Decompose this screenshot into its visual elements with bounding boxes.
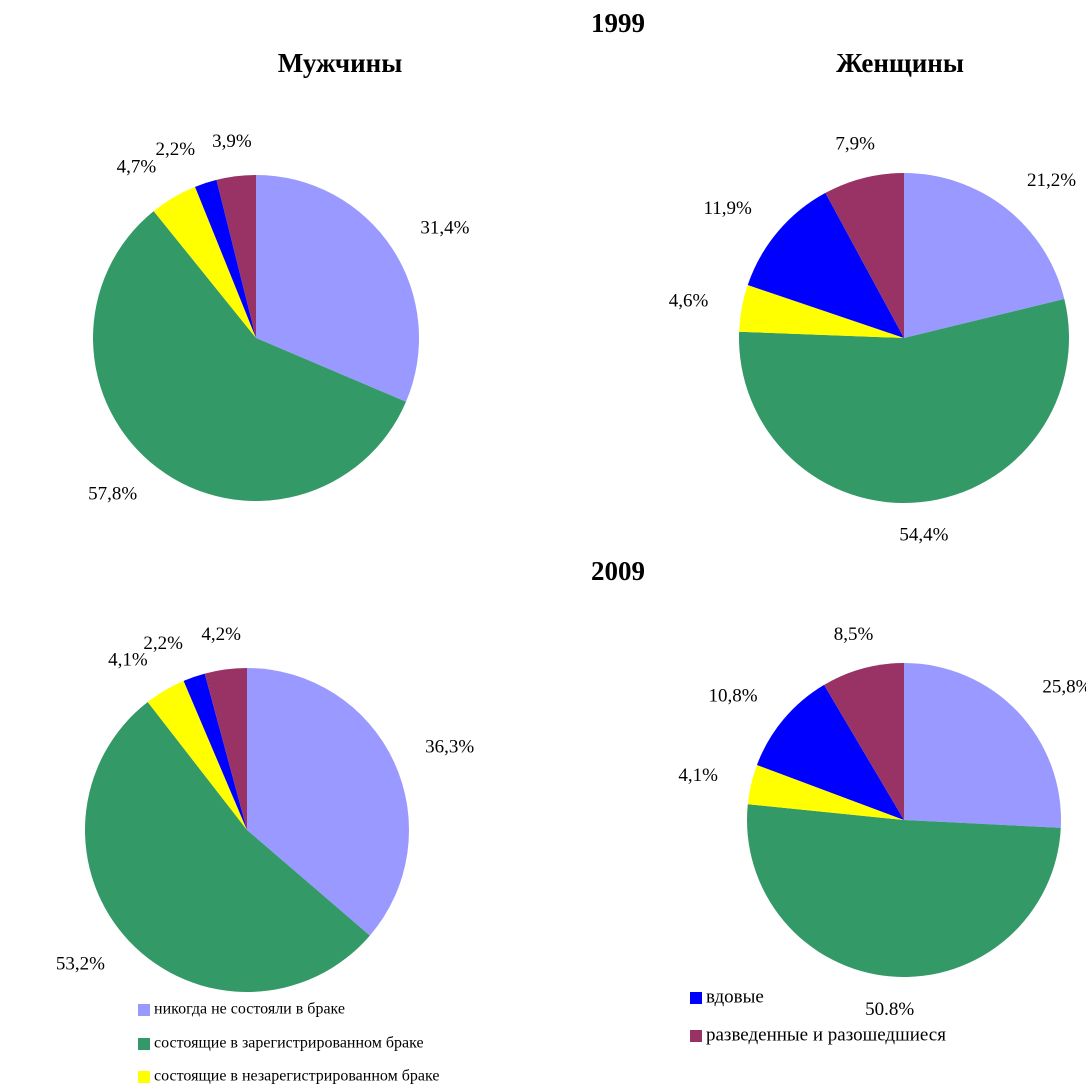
data-label: 25,8% (1042, 677, 1086, 698)
data-label: 53,2% (56, 953, 105, 974)
legend-label: состоящие в незарегистрированном браке (154, 1068, 439, 1084)
data-label: 36,3% (425, 737, 474, 758)
column-heading: Мужчины (278, 48, 403, 78)
pie-slice (904, 663, 1062, 828)
pie-slice (747, 804, 1061, 977)
legend-swatch (690, 1030, 702, 1042)
data-label: 4,1% (108, 649, 148, 670)
data-label: 3,9% (212, 131, 252, 152)
pie-slice (756, 684, 904, 820)
data-label: 11,9% (703, 198, 752, 219)
data-label: 31,4% (420, 218, 469, 239)
pie-slice (824, 663, 904, 820)
legend-swatch (690, 992, 702, 1004)
pie-slice (183, 673, 247, 830)
legend-swatch (138, 1004, 150, 1016)
pie-slice (216, 174, 256, 338)
legend-swatch (138, 1071, 150, 1083)
data-label: 21,2% (1027, 170, 1076, 191)
pie-slice (904, 173, 1065, 338)
legend-label: разведенные и разошедшиеся (706, 1024, 946, 1045)
pie-slice (825, 173, 904, 338)
pie-slice (256, 175, 420, 402)
data-label: 7,9% (835, 133, 875, 154)
data-label: 4,1% (678, 765, 718, 786)
data-label: 2,2% (156, 139, 196, 160)
pie-slice (247, 668, 409, 936)
data-label: 2,2% (143, 633, 183, 654)
pie-slice (204, 668, 247, 830)
data-label: 4,7% (117, 156, 157, 177)
data-label: 4,2% (201, 624, 241, 645)
pie-slice (92, 211, 406, 501)
column-heading: Женщины (836, 48, 964, 78)
legend-label: вдовые (706, 986, 764, 1007)
data-label: 50.8% (865, 999, 914, 1020)
data-label: 57,8% (88, 484, 137, 505)
pie-slice (85, 701, 370, 992)
year-heading: 2009 (591, 556, 645, 586)
pie-slice (153, 186, 256, 338)
pie-slice (747, 764, 904, 820)
pie-slice (147, 680, 247, 830)
legend-swatch (138, 1038, 150, 1050)
legend-label: состоящие в зарегистрированном браке (154, 1035, 424, 1052)
data-label: 54,4% (899, 524, 948, 545)
year-heading: 1999 (591, 8, 645, 38)
pie-slice (747, 192, 904, 338)
pie-slice (739, 285, 904, 338)
pie-slice (739, 298, 1069, 504)
legend-label: никогда не состояли в браке (154, 1001, 345, 1018)
pie-slice (195, 179, 256, 338)
data-label: 8,5% (834, 624, 874, 645)
data-label: 10,8% (709, 686, 758, 707)
data-label: 4,6% (669, 290, 709, 311)
